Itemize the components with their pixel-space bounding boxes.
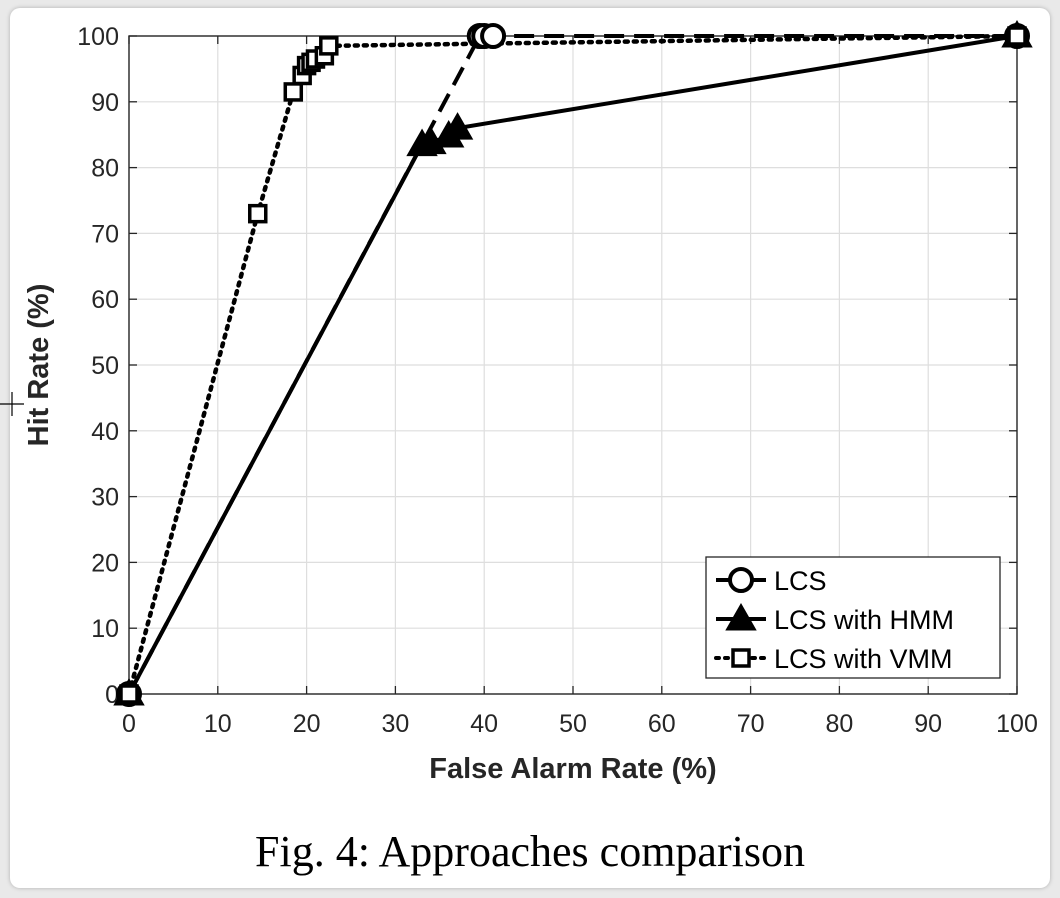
figure-caption: Fig. 4: Approaches comparison: [255, 827, 805, 876]
axes-box: [128, 35, 1018, 695]
x-tick-labels: 0 10 20 30 40 50 60 70 80 90 100: [122, 710, 1038, 738]
x-tick-label: 90: [914, 710, 942, 738]
figure-card: [10, 8, 1050, 888]
x-tick-label: 0: [122, 710, 136, 738]
legend-marker-lcs-with-hmm: [725, 602, 757, 631]
point-lcs: [480, 23, 507, 49]
series-markers: [113, 19, 1033, 707]
legend-marker-lcs-with-vmm: [731, 648, 751, 668]
y-tick-label: 50: [91, 352, 119, 380]
x-tick-label: 30: [381, 710, 409, 738]
x-tick-label: 100: [996, 710, 1038, 738]
legend-label-lcs-with-hmm: LCS with HMM: [774, 605, 954, 635]
x-tick-label: 10: [204, 710, 232, 738]
point-lcs-with-vmm: [248, 203, 268, 224]
y-tick-label: 90: [91, 89, 119, 117]
legend-marker-lcs: [728, 567, 754, 593]
point-lcs-with-vmm: [319, 36, 339, 56]
point-lcs-with-hmm: [441, 112, 474, 140]
y-tick-label: 40: [91, 418, 119, 446]
point-lcs-with-vmm: [1007, 26, 1027, 46]
y-axis-label: Hit Rate (%): [23, 284, 55, 447]
y-tick-label: 100: [77, 23, 119, 51]
y-tick-label: 60: [91, 286, 119, 314]
legend-label-lcs: LCS: [774, 566, 827, 596]
y-tick-label: 10: [91, 615, 119, 643]
y-tick-label: 70: [91, 220, 119, 248]
x-tick-label: 20: [293, 710, 321, 738]
x-tick-label: 50: [559, 710, 587, 738]
crosshair-cursor-icon: [0, 392, 24, 416]
point-lcs-with-vmm: [119, 684, 139, 704]
x-tick-label: 80: [825, 710, 853, 738]
legend: LCS LCS with HMM LCS with VMM: [705, 556, 1001, 679]
x-tick-label: 60: [648, 710, 676, 738]
x-tick-label: 70: [737, 710, 765, 738]
point-lcs-with-vmm: [283, 82, 304, 102]
x-tick-label: 40: [470, 710, 498, 738]
x-axis-label: False Alarm Rate (%): [429, 753, 716, 785]
y-tick-label: 30: [91, 484, 119, 512]
legend-label-lcs-with-vmm: LCS with VMM: [774, 644, 953, 674]
y-tick-label: 80: [91, 155, 119, 183]
y-tick-label: 20: [91, 549, 119, 577]
